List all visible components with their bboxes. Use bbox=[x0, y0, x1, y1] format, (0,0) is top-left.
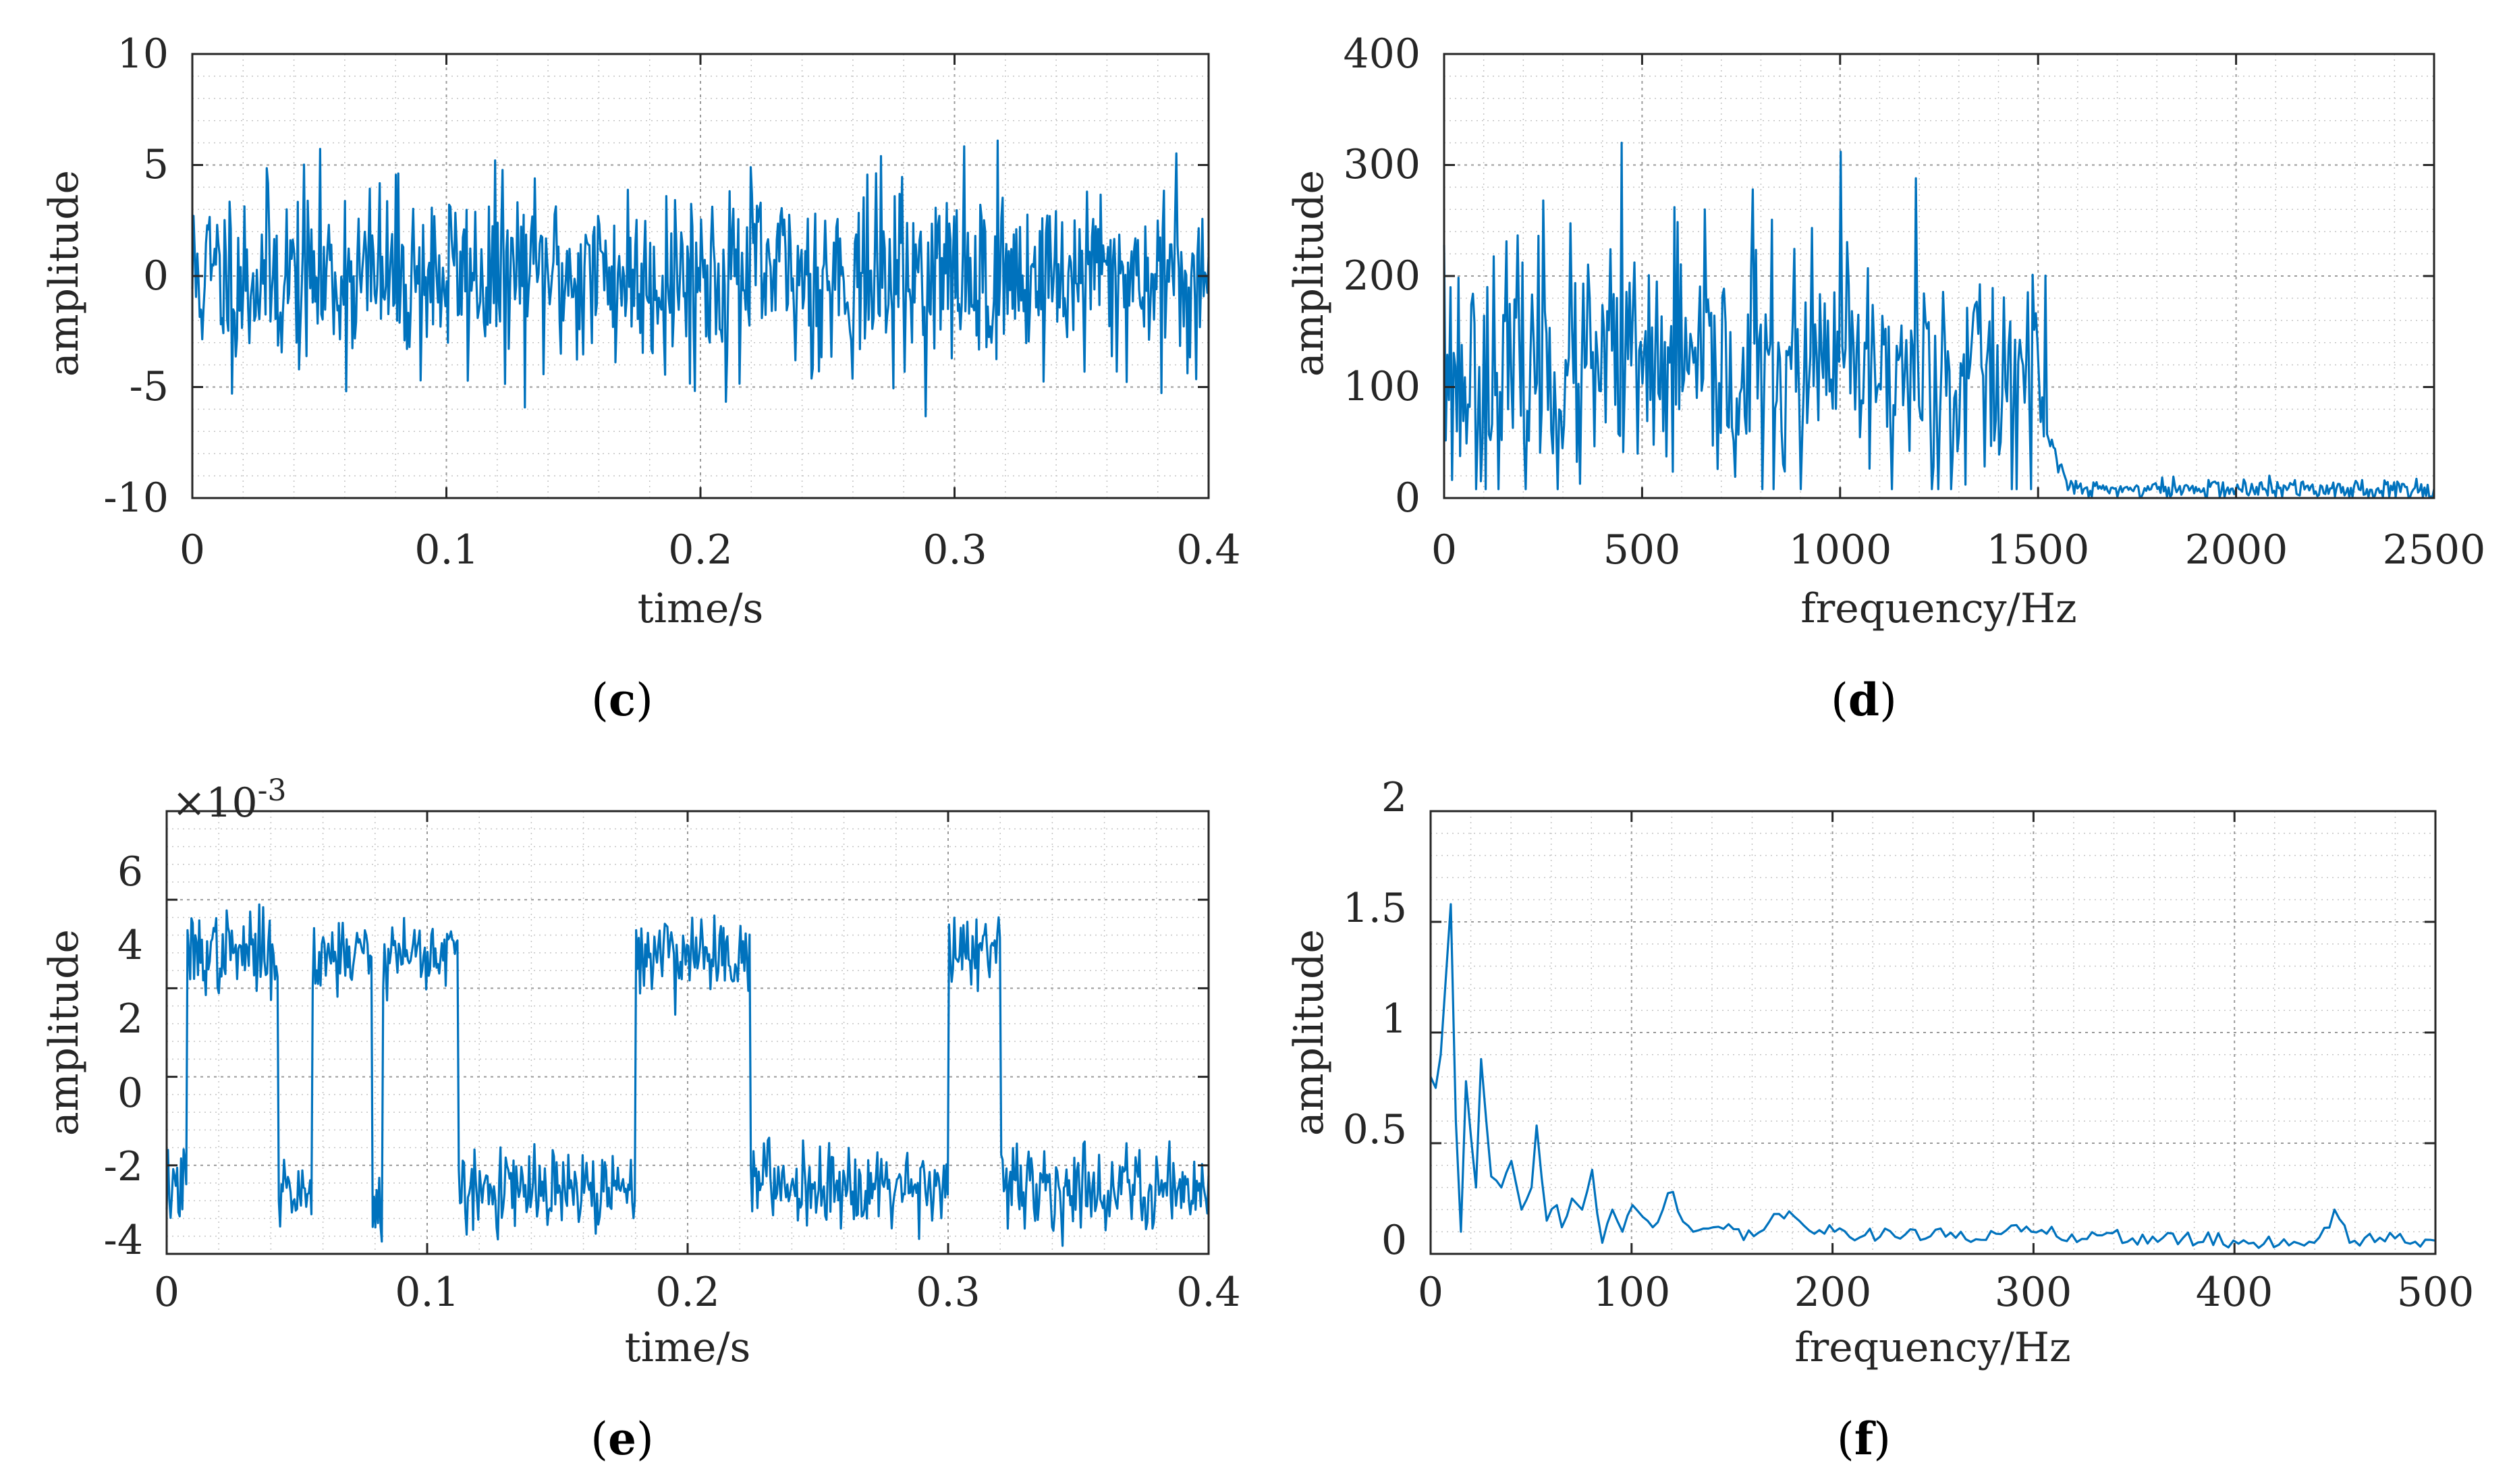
y-tick-label-c-3: 5 bbox=[143, 141, 169, 188]
y-axis-label-c: amplitude bbox=[40, 170, 88, 377]
x-tick-label-d-3: 1500 bbox=[1987, 526, 2090, 574]
x-tick-label-e-1: 0.1 bbox=[395, 1269, 459, 1316]
x-tick-label-e-0: 0 bbox=[154, 1269, 180, 1316]
series-line-f bbox=[1429, 903, 2436, 1249]
caption-letter-e: e bbox=[608, 1412, 636, 1465]
caption-letter-d: d bbox=[1848, 674, 1879, 726]
panel-e: 0 0.1 0.2 0.3 0.4 -4 -2 0 2 4 6 ×10-3 ti… bbox=[40, 773, 1241, 1465]
grid-e bbox=[166, 810, 1209, 1255]
x-tick-label-c-4: 0.4 bbox=[1176, 526, 1240, 574]
y-axis-label-d: amplitude bbox=[1286, 170, 1333, 377]
y-tick-label-d-3: 300 bbox=[1343, 141, 1420, 188]
caption-letter-c: c bbox=[609, 674, 636, 726]
y-tick-label-f-2: 1 bbox=[1381, 995, 1407, 1043]
x-axis-label-d: frequency/Hz bbox=[1800, 585, 2076, 632]
y-tick-label-d-4: 400 bbox=[1343, 30, 1420, 78]
x-axis-label-e: time/s bbox=[625, 1324, 751, 1371]
y-axis-label-e: amplitude bbox=[40, 929, 88, 1136]
caption-d: (d) bbox=[1831, 674, 1897, 726]
ticks-e bbox=[165, 810, 1210, 1255]
y-tick-label-c-1: -5 bbox=[130, 363, 169, 410]
x-tick-label-c-2: 0.2 bbox=[668, 526, 732, 574]
x-tick-label-d-5: 2500 bbox=[2383, 526, 2486, 574]
x-tick-label-e-4: 0.4 bbox=[1176, 1269, 1240, 1316]
y-tick-label-d-0: 0 bbox=[1395, 474, 1420, 522]
ticks-d bbox=[1443, 53, 2435, 499]
exponent-base-e: ×10 bbox=[172, 779, 258, 827]
exponent-power-e: -3 bbox=[258, 773, 287, 808]
exponent-label-e: ×10-3 bbox=[172, 773, 287, 827]
caption-c: (c) bbox=[591, 674, 653, 726]
x-tick-label-f-4: 400 bbox=[2196, 1269, 2273, 1316]
series-line-c bbox=[191, 139, 1210, 418]
x-tick-label-e-3: 0.3 bbox=[916, 1269, 980, 1316]
y-tick-label-f-1: 0.5 bbox=[1343, 1106, 1407, 1153]
x-tick-label-e-2: 0.2 bbox=[655, 1269, 719, 1316]
y-tick-label-d-1: 100 bbox=[1343, 363, 1420, 410]
y-tick-label-e-3: 2 bbox=[117, 995, 143, 1043]
y-tick-label-f-4: 2 bbox=[1381, 774, 1407, 821]
x-tick-label-c-1: 0.1 bbox=[414, 526, 478, 574]
panel-f: 0 100 200 300 400 500 0 0.5 1 1.5 2 freq… bbox=[1286, 774, 2474, 1465]
y-tick-label-f-0: 0 bbox=[1381, 1217, 1407, 1264]
series-line-d bbox=[1443, 142, 2435, 498]
x-tick-label-c-3: 0.3 bbox=[922, 526, 987, 574]
y-tick-label-c-4: 10 bbox=[117, 30, 169, 78]
x-tick-label-d-1: 500 bbox=[1603, 526, 1681, 574]
y-tick-label-e-5: 6 bbox=[117, 848, 143, 896]
y-tick-label-e-0: -4 bbox=[104, 1217, 143, 1264]
ticks-f bbox=[1429, 810, 2437, 1255]
y-axis-label-f: amplitude bbox=[1286, 929, 1333, 1136]
y-tick-label-c-0: -10 bbox=[103, 474, 169, 522]
y-tick-label-e-1: -2 bbox=[104, 1143, 143, 1190]
grid-f bbox=[1430, 810, 2436, 1255]
y-tick-label-e-4: 4 bbox=[117, 922, 143, 969]
panel-c: 0 0.1 0.2 0.3 0.4 -10 -5 0 5 10 time/s a… bbox=[40, 30, 1241, 726]
ticks-c bbox=[191, 53, 1210, 499]
x-tick-label-d-0: 0 bbox=[1431, 526, 1457, 574]
caption-letter-f: f bbox=[1854, 1412, 1876, 1465]
y-tick-label-f-3: 1.5 bbox=[1343, 885, 1407, 932]
x-tick-label-f-1: 100 bbox=[1593, 1269, 1671, 1316]
x-tick-label-d-4: 2000 bbox=[2185, 526, 2288, 574]
x-tick-label-f-3: 300 bbox=[1995, 1269, 2072, 1316]
x-axis-label-c: time/s bbox=[638, 585, 764, 632]
caption-f: (f) bbox=[1837, 1412, 1891, 1465]
x-axis-label-f: frequency/Hz bbox=[1794, 1324, 2070, 1371]
panel-d: 0 500 1000 1500 2000 2500 0 100 200 300 … bbox=[1286, 30, 2485, 726]
caption-e: (e) bbox=[590, 1412, 654, 1465]
x-tick-label-f-2: 200 bbox=[1794, 1269, 1872, 1316]
x-tick-label-d-2: 1000 bbox=[1789, 526, 1892, 574]
x-tick-label-f-5: 500 bbox=[2397, 1269, 2475, 1316]
y-tick-label-c-2: 0 bbox=[143, 252, 169, 300]
y-tick-label-d-2: 200 bbox=[1343, 252, 1420, 300]
x-tick-label-f-0: 0 bbox=[1418, 1269, 1443, 1316]
y-tick-label-e-2: 0 bbox=[117, 1070, 143, 1117]
series-line-e bbox=[165, 903, 1210, 1247]
x-tick-label-c-0: 0 bbox=[180, 526, 205, 574]
